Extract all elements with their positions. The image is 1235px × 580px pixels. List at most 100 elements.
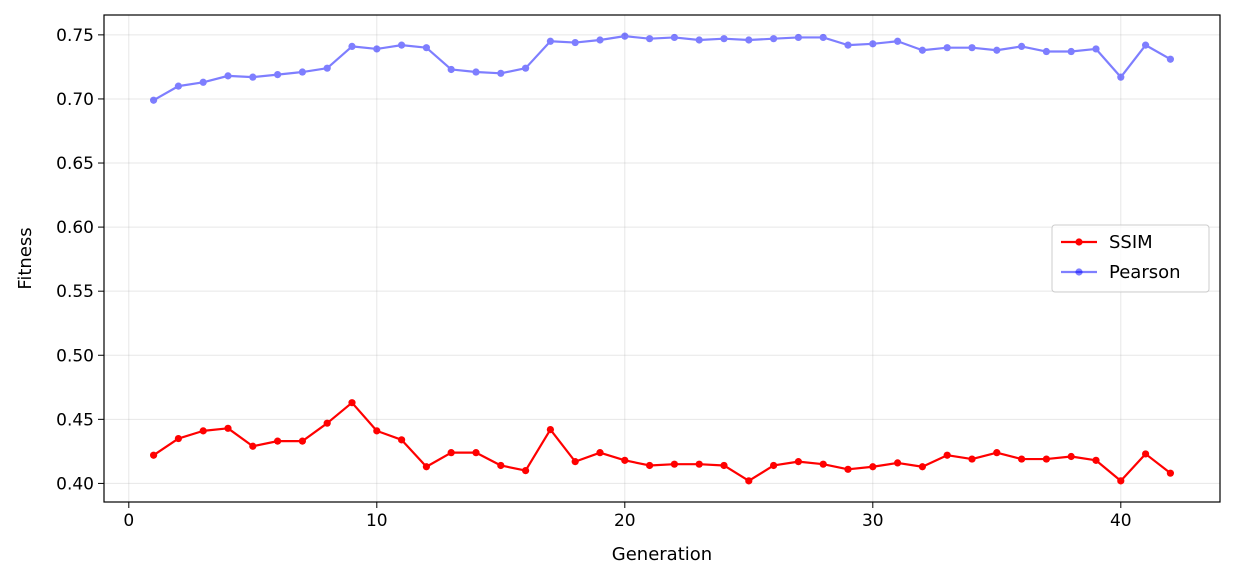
data-point-pearson bbox=[373, 45, 381, 53]
data-point-pearson bbox=[348, 42, 356, 50]
data-point-pearson bbox=[968, 44, 976, 52]
data-point-pearson bbox=[1042, 47, 1050, 56]
plot-frame bbox=[103, 14, 1221, 503]
data-point-ssim bbox=[1042, 455, 1050, 463]
data-point-ssim bbox=[1117, 477, 1125, 485]
data-point-pearson bbox=[819, 33, 827, 42]
series-line-ssim bbox=[152, 401, 1172, 482]
y-tick-label: 0.55 bbox=[56, 282, 94, 302]
data-point-ssim bbox=[546, 425, 555, 434]
data-point-ssim bbox=[794, 458, 803, 466]
data-point-pearson bbox=[745, 36, 753, 44]
data-point-pearson bbox=[943, 44, 951, 52]
data-point-ssim bbox=[447, 449, 455, 457]
data-point-ssim bbox=[472, 449, 480, 457]
data-point-pearson bbox=[695, 36, 703, 44]
y-tick-label: 0.65 bbox=[56, 154, 94, 174]
data-point-ssim bbox=[720, 461, 728, 470]
series-pearson bbox=[150, 32, 1174, 104]
data-point-pearson bbox=[199, 78, 207, 86]
data-point-ssim bbox=[150, 451, 158, 459]
data-point-ssim bbox=[422, 463, 430, 471]
data-point-ssim bbox=[323, 419, 331, 427]
data-point-pearson bbox=[670, 33, 679, 42]
data-point-ssim bbox=[695, 460, 703, 468]
data-point-ssim bbox=[1142, 450, 1150, 458]
data-point-pearson bbox=[323, 64, 331, 72]
data-point-ssim bbox=[943, 451, 951, 459]
data-point-pearson bbox=[993, 46, 1001, 54]
data-point-pearson bbox=[571, 38, 579, 47]
data-point-pearson bbox=[298, 68, 306, 76]
data-point-pearson bbox=[894, 37, 902, 45]
data-point-pearson bbox=[398, 41, 406, 49]
data-point-ssim bbox=[373, 427, 381, 435]
data-point-pearson bbox=[1067, 47, 1075, 56]
legend-marker-pearson bbox=[1075, 268, 1083, 276]
y-tick-label: 0.50 bbox=[56, 346, 94, 366]
data-point-ssim bbox=[918, 463, 927, 471]
data-point-pearson bbox=[844, 41, 852, 49]
data-point-ssim bbox=[621, 456, 629, 464]
y-tick-label: 0.75 bbox=[56, 26, 94, 46]
data-point-ssim bbox=[819, 460, 827, 468]
y-tick-label: 0.70 bbox=[56, 90, 94, 110]
data-point-ssim bbox=[993, 449, 1001, 457]
data-point-ssim bbox=[894, 459, 902, 467]
grid-lines bbox=[104, 15, 1220, 502]
legend: SSIM Pearson bbox=[1051, 224, 1210, 293]
legend-label-pearson: Pearson bbox=[1109, 262, 1181, 283]
data-point-ssim bbox=[646, 461, 654, 470]
data-point-pearson bbox=[522, 64, 530, 72]
data-point-pearson bbox=[621, 32, 629, 40]
data-point-ssim bbox=[1018, 455, 1026, 463]
y-tick-label: 0.60 bbox=[56, 218, 94, 238]
data-point-pearson bbox=[497, 69, 505, 77]
data-point-ssim bbox=[298, 437, 306, 445]
x-axis-label: Generation bbox=[612, 544, 712, 565]
data-point-pearson bbox=[422, 44, 430, 52]
data-point-ssim bbox=[1067, 452, 1075, 461]
data-point-ssim bbox=[274, 437, 282, 445]
series-ssim bbox=[150, 399, 1174, 485]
data-point-pearson bbox=[1018, 42, 1026, 50]
series-line-pearson bbox=[153, 35, 1171, 102]
data-point-pearson bbox=[249, 73, 257, 81]
data-point-ssim bbox=[199, 427, 207, 435]
data-point-pearson bbox=[646, 35, 654, 43]
x-tick-label: 40 bbox=[1110, 511, 1132, 531]
data-point-pearson bbox=[1166, 55, 1174, 63]
data-point-ssim bbox=[968, 455, 976, 463]
x-tick-label: 20 bbox=[614, 511, 636, 531]
legend-marker-ssim bbox=[1075, 238, 1083, 246]
data-point-pearson bbox=[770, 35, 778, 43]
y-tick-label: 0.45 bbox=[56, 410, 94, 430]
data-point-ssim bbox=[869, 463, 877, 471]
data-point-ssim bbox=[1092, 456, 1100, 464]
data-point-ssim bbox=[745, 477, 753, 485]
data-point-pearson bbox=[869, 40, 877, 48]
series-layer bbox=[150, 32, 1174, 485]
data-point-ssim bbox=[497, 461, 505, 470]
legend-label-ssim: SSIM bbox=[1109, 232, 1153, 253]
data-point-pearson bbox=[794, 33, 803, 42]
data-point-pearson bbox=[472, 68, 480, 76]
data-point-ssim bbox=[249, 442, 257, 450]
y-tick-label: 0.40 bbox=[56, 474, 94, 494]
data-point-pearson bbox=[546, 37, 555, 45]
x-tick-label: 0 bbox=[123, 511, 134, 531]
data-point-pearson bbox=[1117, 73, 1125, 81]
data-point-ssim bbox=[398, 436, 406, 444]
data-point-ssim bbox=[571, 458, 579, 466]
axis-ticks: 0 10 20 30 40 0.40 0.45 0.50 0.55 0.60 0.65 0.70 0.7… bbox=[56, 26, 1131, 531]
data-point-ssim bbox=[770, 461, 778, 470]
y-axis-label: Fitness bbox=[15, 227, 36, 289]
data-point-pearson bbox=[1142, 41, 1150, 49]
x-tick-label: 10 bbox=[366, 511, 388, 531]
data-point-ssim bbox=[1166, 469, 1174, 477]
data-point-ssim bbox=[174, 434, 182, 443]
data-point-pearson bbox=[447, 65, 455, 74]
x-tick-label: 30 bbox=[862, 511, 884, 531]
data-point-ssim bbox=[348, 399, 356, 407]
